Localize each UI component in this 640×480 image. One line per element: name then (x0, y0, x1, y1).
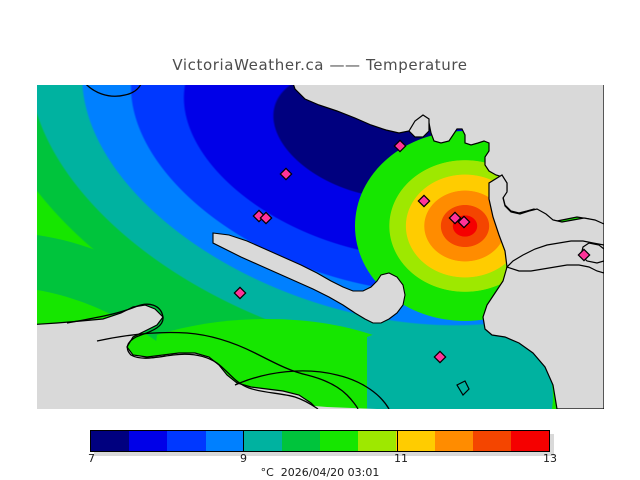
colorbar-segment (434, 431, 473, 451)
coastline-peninsula-south (96, 331, 359, 409)
landmass-saanich-spine (212, 232, 406, 324)
colorbar[interactable] (90, 430, 550, 452)
station-marker[interactable] (279, 167, 293, 181)
colorbar-tick-label: 13 (543, 452, 557, 465)
colorbar-segment (243, 431, 282, 451)
colorbar-tick (397, 430, 398, 452)
colorbar-tick-label: 9 (240, 452, 247, 465)
coastline-south-bay (234, 370, 390, 409)
temperature-map[interactable] (37, 85, 604, 409)
station-markers[interactable] (233, 139, 591, 364)
landmass-north-notch (408, 114, 430, 138)
station-marker[interactable] (448, 211, 462, 225)
land-layer (37, 85, 604, 409)
colorbar-segment (320, 431, 359, 451)
coastline-east-tip-island (580, 242, 604, 264)
colorbar-segment (358, 431, 397, 451)
colorbar-segment (91, 431, 130, 451)
colorbar-segment (510, 431, 550, 451)
colorbar-tick (243, 430, 244, 452)
station-marker[interactable] (417, 194, 431, 208)
station-marker[interactable] (259, 211, 273, 225)
colorbar-caption: °C 2026/04/20 03:01 (260, 466, 380, 479)
station-marker[interactable] (457, 215, 471, 229)
contour-band-teal-south (367, 325, 553, 409)
colorbar-segment (281, 431, 321, 451)
station-marker[interactable] (393, 139, 407, 153)
coastline-east-finger (505, 240, 604, 274)
colorbar-tick-label: 11 (394, 452, 408, 465)
station-marker[interactable] (577, 248, 591, 262)
coastline-small-island-south (456, 380, 470, 396)
colorbar-segment (129, 431, 168, 451)
colorbar-segment (205, 431, 244, 451)
station-marker[interactable] (433, 350, 447, 364)
colorbar-tick-label: 7 (88, 452, 95, 465)
temperature-contour-svg (37, 85, 604, 409)
landmass-east-mainland (482, 174, 604, 409)
colorbar-segment (472, 431, 511, 451)
colorbar-segment (396, 431, 435, 451)
landmass-south-fill (37, 383, 377, 409)
page-title: VictoriaWeather.ca —— Temperature (172, 56, 468, 74)
station-marker[interactable] (233, 286, 247, 300)
colorbar-segment (167, 431, 206, 451)
coastline-northwest-island (85, 85, 142, 97)
coastline-peninsula-north (66, 303, 319, 409)
